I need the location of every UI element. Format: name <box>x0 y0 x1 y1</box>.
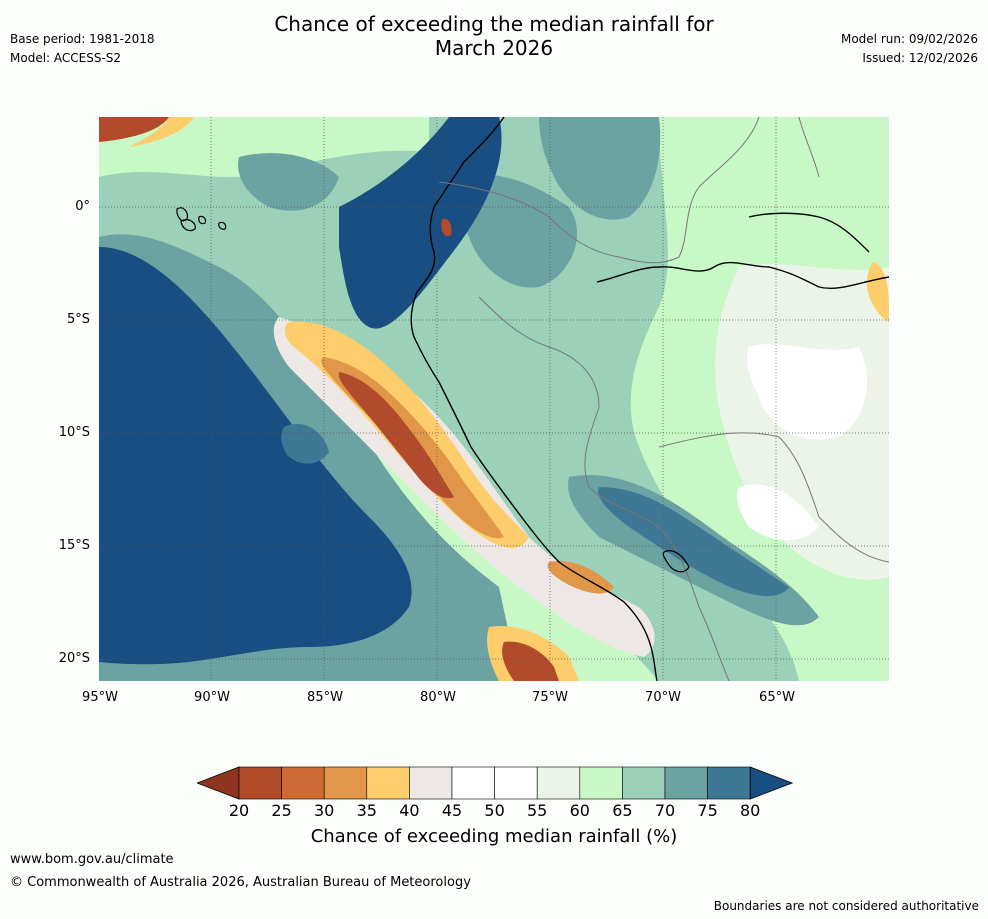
base-period-text: Base period: 1981-2018 <box>10 32 155 46</box>
colorbar-segment <box>579 766 623 800</box>
upper-river <box>748 212 870 253</box>
zone-dry-northwest-light <box>129 117 194 147</box>
zone-dry-northwest-corner <box>99 117 169 142</box>
colorbar <box>195 766 794 804</box>
colorbar-tick-label: 40 <box>399 801 420 820</box>
title-line-1: Chance of exceeding the median rainfall … <box>274 12 714 36</box>
graticule <box>99 117 889 681</box>
colorbar-svg <box>195 766 794 800</box>
meta-right: Model run: 09/02/2026 Issued: 12/02/2026 <box>841 30 978 68</box>
rainfall-map <box>99 117 889 681</box>
lon-label-75w: 75°W <box>532 690 568 705</box>
country-borders <box>438 117 889 681</box>
colorbar-segment <box>238 766 282 800</box>
coastline <box>410 117 658 681</box>
zone-light-green-north <box>99 117 429 177</box>
lon-label-65w: 65°W <box>759 690 795 705</box>
colorbar-segment <box>409 766 453 800</box>
colorbar-tick-label: 45 <box>441 801 463 820</box>
colorbar-tick-label: 70 <box>654 801 676 820</box>
issued-text: Issued: 12/02/2026 <box>862 51 978 65</box>
footer-url: www.bom.gov.au/climate <box>10 852 174 867</box>
zone-dark-blue-ocean <box>99 247 412 665</box>
lat-label-10s: 10°S <box>58 425 90 440</box>
zone-dry-east-edge <box>867 262 889 322</box>
colorbar-segment <box>622 766 666 800</box>
colorbar-tick-label: 35 <box>356 801 377 820</box>
colorbar-tick-label: 30 <box>314 801 335 820</box>
colorbar-tick-label: 80 <box>740 801 761 820</box>
colorbar-tick-label: 55 <box>527 801 548 820</box>
zone-white-east <box>747 344 868 440</box>
lon-label-95w: 95°W <box>82 690 118 705</box>
colorbar-tick-label: 75 <box>697 801 718 820</box>
map-title: Chance of exceeding the median rainfall … <box>0 12 988 60</box>
zone-teal-north <box>238 153 339 211</box>
galapagos-islands <box>176 207 227 232</box>
colorbar-label: Chance of exceeding median rainfall (%) <box>310 826 678 847</box>
colorbar-segment <box>323 766 368 800</box>
map-svg <box>99 117 889 681</box>
zone-blue-pocket <box>281 423 329 464</box>
colorbar-segment <box>281 766 325 800</box>
zone-blue-strip <box>598 487 789 597</box>
colorbar-tick-label: 50 <box>484 801 505 820</box>
colorbar-tick-label: 25 <box>271 801 292 820</box>
footer-copyright: © Commonwealth of Australia 2026, Austra… <box>10 875 471 890</box>
lon-label-80w: 80°W <box>420 690 456 705</box>
footer-note: Boundaries are not considered authoritat… <box>713 899 979 913</box>
lat-label-20s: 20°S <box>58 651 90 666</box>
lon-label-70w: 70°W <box>645 690 681 705</box>
model-run-text: Model run: 09/02/2026 <box>840 32 978 46</box>
zone-dry-isolated <box>441 218 452 237</box>
lat-label-15s: 15°S <box>58 538 90 553</box>
zone-dry-25 <box>338 372 454 499</box>
zone-dry-south-25 <box>502 641 559 681</box>
lon-label-85w: 85°W <box>307 690 343 705</box>
zone-white-east-2 <box>737 484 819 541</box>
colorbar-segment <box>536 766 581 800</box>
model-text: Model: ACCESS-S2 <box>10 51 122 65</box>
colorbar-segment <box>494 766 538 800</box>
colorbar-tick-label: 60 <box>569 801 590 820</box>
colorbar-arrow-low <box>195 766 240 800</box>
colorbar-segment <box>664 766 708 800</box>
zone-teal-northeast <box>539 117 661 220</box>
colorbar-tick-label: 20 <box>228 801 250 820</box>
meta-left: Base period: 1981-2018 Model: ACCESS-S2 <box>10 30 155 68</box>
lat-label-5s: 5°S <box>66 312 90 327</box>
zone-dark-blue-north <box>339 117 502 329</box>
amazon-river <box>596 261 889 290</box>
colorbar-segment <box>366 766 410 800</box>
colorbar-segment <box>451 766 495 800</box>
lat-label-0: 0° <box>75 199 90 214</box>
title-line-2: March 2026 <box>434 36 554 60</box>
zone-teal-center <box>457 174 578 288</box>
colorbar-tick-label: 65 <box>612 801 633 820</box>
colorbar-segment <box>707 766 751 800</box>
lake-titicaca <box>662 550 690 573</box>
lon-label-90w: 90°W <box>194 690 230 705</box>
colorbar-arrow-high <box>749 766 794 800</box>
